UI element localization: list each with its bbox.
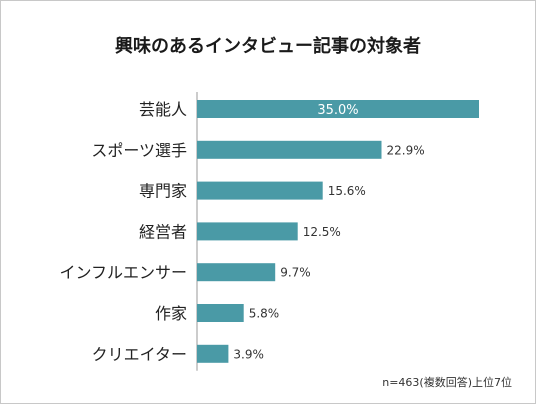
sample-note: n=463(複数回答)上位7位: [382, 375, 512, 389]
chart-title: 興味のあるインタビュー記事の対象者: [115, 35, 421, 57]
category-label: 作家: [155, 304, 187, 323]
data-label: 12.5%: [303, 225, 341, 239]
bar: [197, 181, 323, 200]
data-label: 22.9%: [387, 143, 425, 157]
bar: [197, 222, 298, 241]
data-label: 15.6%: [328, 184, 366, 198]
category-label: クリエイター: [92, 345, 187, 364]
value-labels-group: 35.0% 22.9% 15.6% 12.5% 9.7% 5.8% 3.9%: [233, 103, 424, 361]
bar: [197, 140, 382, 159]
category-label: 経営者: [139, 222, 187, 241]
bar: [197, 263, 276, 282]
bar: [197, 344, 229, 363]
category-label: スポーツ選手: [91, 141, 187, 160]
bars-group: [197, 100, 479, 363]
data-label: 9.7%: [280, 266, 311, 280]
bar: [197, 100, 479, 118]
data-label: 3.9%: [233, 347, 264, 361]
category-label: 専門家: [139, 182, 187, 201]
data-label: 35.0%: [317, 103, 358, 118]
category-label: 芸能人: [139, 100, 187, 119]
category-label: インフルエンサー: [59, 263, 187, 282]
bar: [197, 304, 244, 322]
data-label: 5.8%: [249, 307, 280, 321]
